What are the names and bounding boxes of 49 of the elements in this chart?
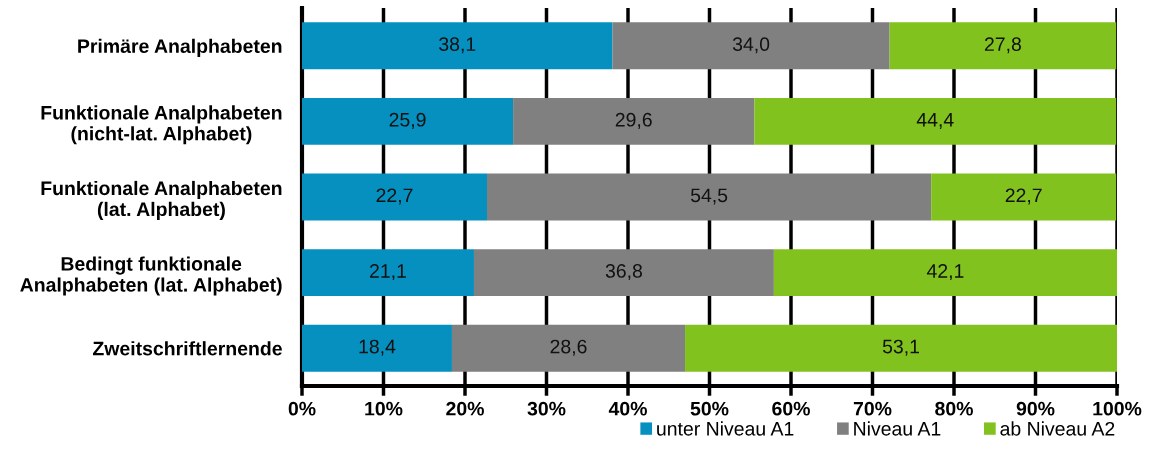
y-tick-label: Zweitschriftlernende: [92, 341, 282, 356]
bar: [513, 97, 755, 145]
bar: [473, 249, 774, 297]
bar: [302, 173, 488, 221]
x-tick-label: 30%: [527, 401, 566, 416]
bar: [302, 97, 514, 145]
bar: [685, 324, 1117, 372]
x-tick-label: 70%: [853, 401, 892, 416]
data-label: 53,1: [882, 339, 919, 356]
data-label: 29,6: [615, 112, 652, 129]
x-tick-label: 50%: [690, 401, 729, 416]
x-tick-label: 10%: [365, 401, 403, 416]
data-label: 44,4: [916, 113, 954, 129]
data-label: 54,5: [690, 188, 728, 205]
bar: [487, 173, 932, 221]
data-label: 22,7: [1005, 188, 1042, 205]
legend-label: unter Niveau A1: [657, 421, 794, 436]
bar: [302, 249, 474, 297]
y-tick-label: Funktionale Analphabeten (lat. Alphabet): [41, 180, 282, 220]
legend-label: Niveau A1: [854, 421, 941, 436]
bar: [931, 173, 1117, 221]
bar: [889, 22, 1117, 70]
x-tick-label: 100%: [1093, 401, 1142, 416]
x-tick-label: 20%: [446, 401, 484, 416]
y-tick-label: Bedingt funktionale Analphabeten (lat. Alphabet): [20, 256, 282, 296]
bar: [302, 324, 452, 372]
x-tick-label: 60%: [772, 401, 810, 416]
data-label: 34,0: [732, 37, 770, 54]
data-label: 42,1: [926, 264, 964, 281]
data-label: 36,8: [605, 264, 642, 281]
bar: [302, 22, 613, 70]
data-label: 21,1: [370, 264, 406, 281]
legend-label: ab Niveau A2: [1000, 421, 1115, 436]
x-tick-label: 90%: [1016, 401, 1055, 416]
x-tick-label: 40%: [608, 401, 647, 416]
bar: [773, 249, 1117, 297]
data-label: 25,9: [389, 112, 426, 129]
x-tick-label: 0%: [288, 401, 316, 416]
x-tick-label: 80%: [935, 401, 973, 416]
data-label: 38,1: [439, 37, 476, 54]
y-tick-label: Funktionale Analphabeten (nicht-lat. Alphabet): [41, 105, 282, 145]
data-label: 18,4: [359, 339, 396, 356]
data-label: 22,7: [376, 188, 413, 205]
bar: [612, 22, 890, 70]
data-label: 28,6: [550, 339, 587, 356]
y-tick-label: Primäre Analphabeten: [78, 38, 282, 57]
data-label: 27,8: [984, 37, 1021, 54]
bar: [754, 97, 1117, 145]
bar: [451, 324, 686, 372]
